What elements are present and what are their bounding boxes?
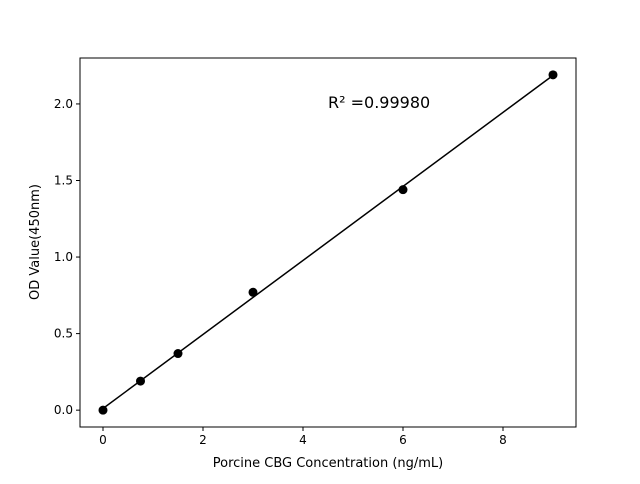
r-squared-annotation: R² =0.99980 [328,93,430,112]
y-tick-label: 2.0 [54,97,73,111]
data-point [248,287,258,297]
x-tick-label: 0 [99,433,107,447]
y-axis-label: OD Value(450nm) [28,184,43,300]
y-tick-label: 1.0 [54,250,73,264]
x-tick-label: 8 [499,433,507,447]
data-point [398,185,408,195]
x-tick-label: 4 [299,433,307,447]
plot-frame [79,57,577,428]
data-point [98,405,108,415]
x-tick-label: 6 [399,433,407,447]
y-tick-label: 0.0 [54,403,73,417]
data-point [136,376,145,386]
x-tick-label: 2 [199,433,207,447]
fit-line [102,74,554,410]
y-tick-label: 1.5 [54,173,73,187]
y-tick-label: 0.5 [54,327,73,341]
data-point [548,70,558,80]
x-axis-label: Porcine CBG Concentration (ng/mL) [213,456,444,471]
data-point [173,349,183,359]
